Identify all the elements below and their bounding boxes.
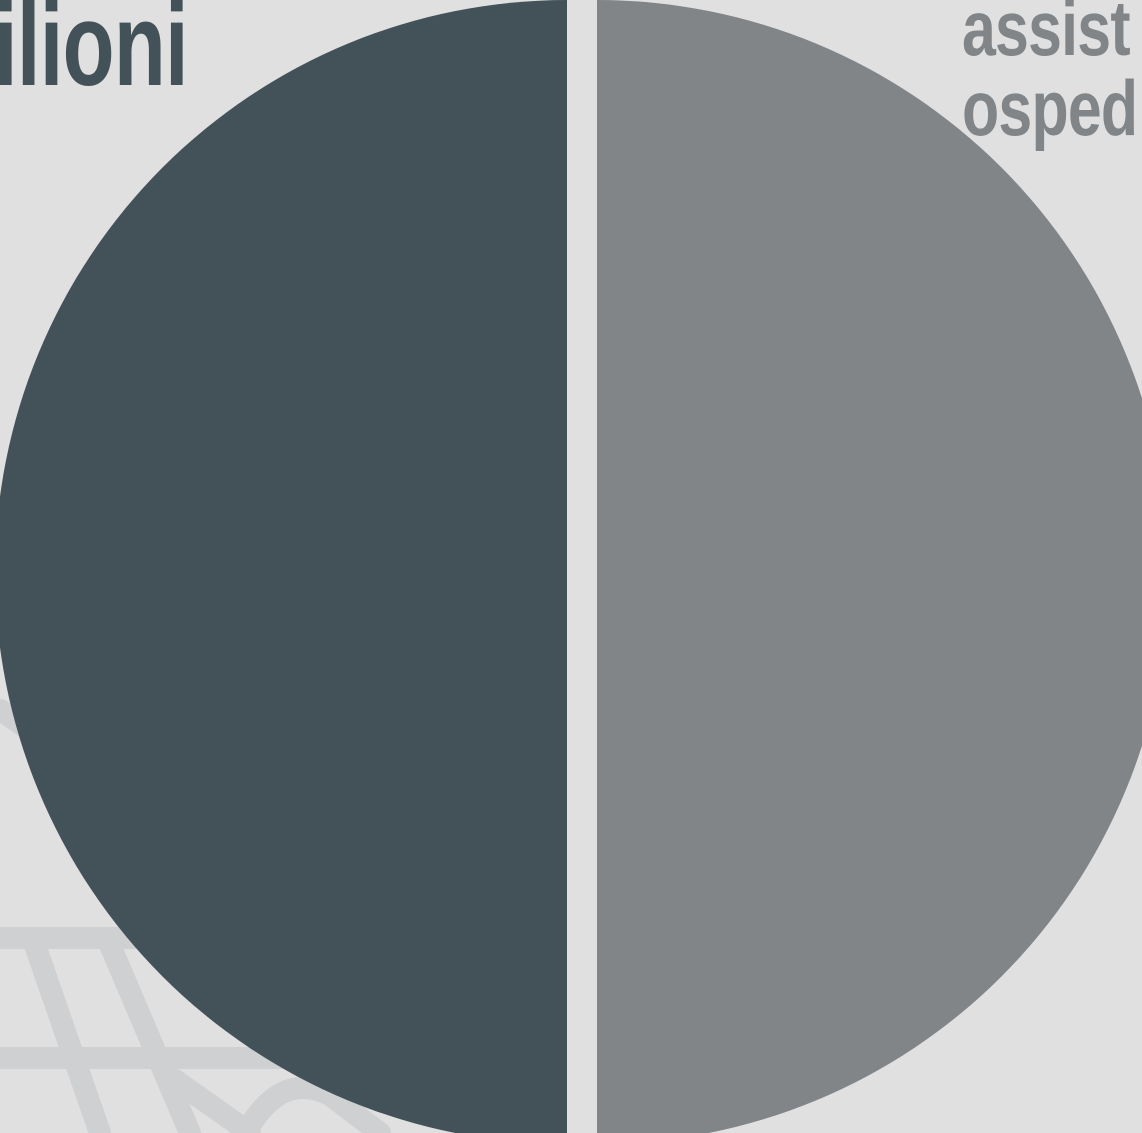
- slice-label-left: ilioni: [0, 0, 189, 111]
- slice-right: [597, 0, 1142, 1133]
- slice-left: [0, 0, 567, 1133]
- slice-label-right: assist osped: [962, 0, 1138, 152]
